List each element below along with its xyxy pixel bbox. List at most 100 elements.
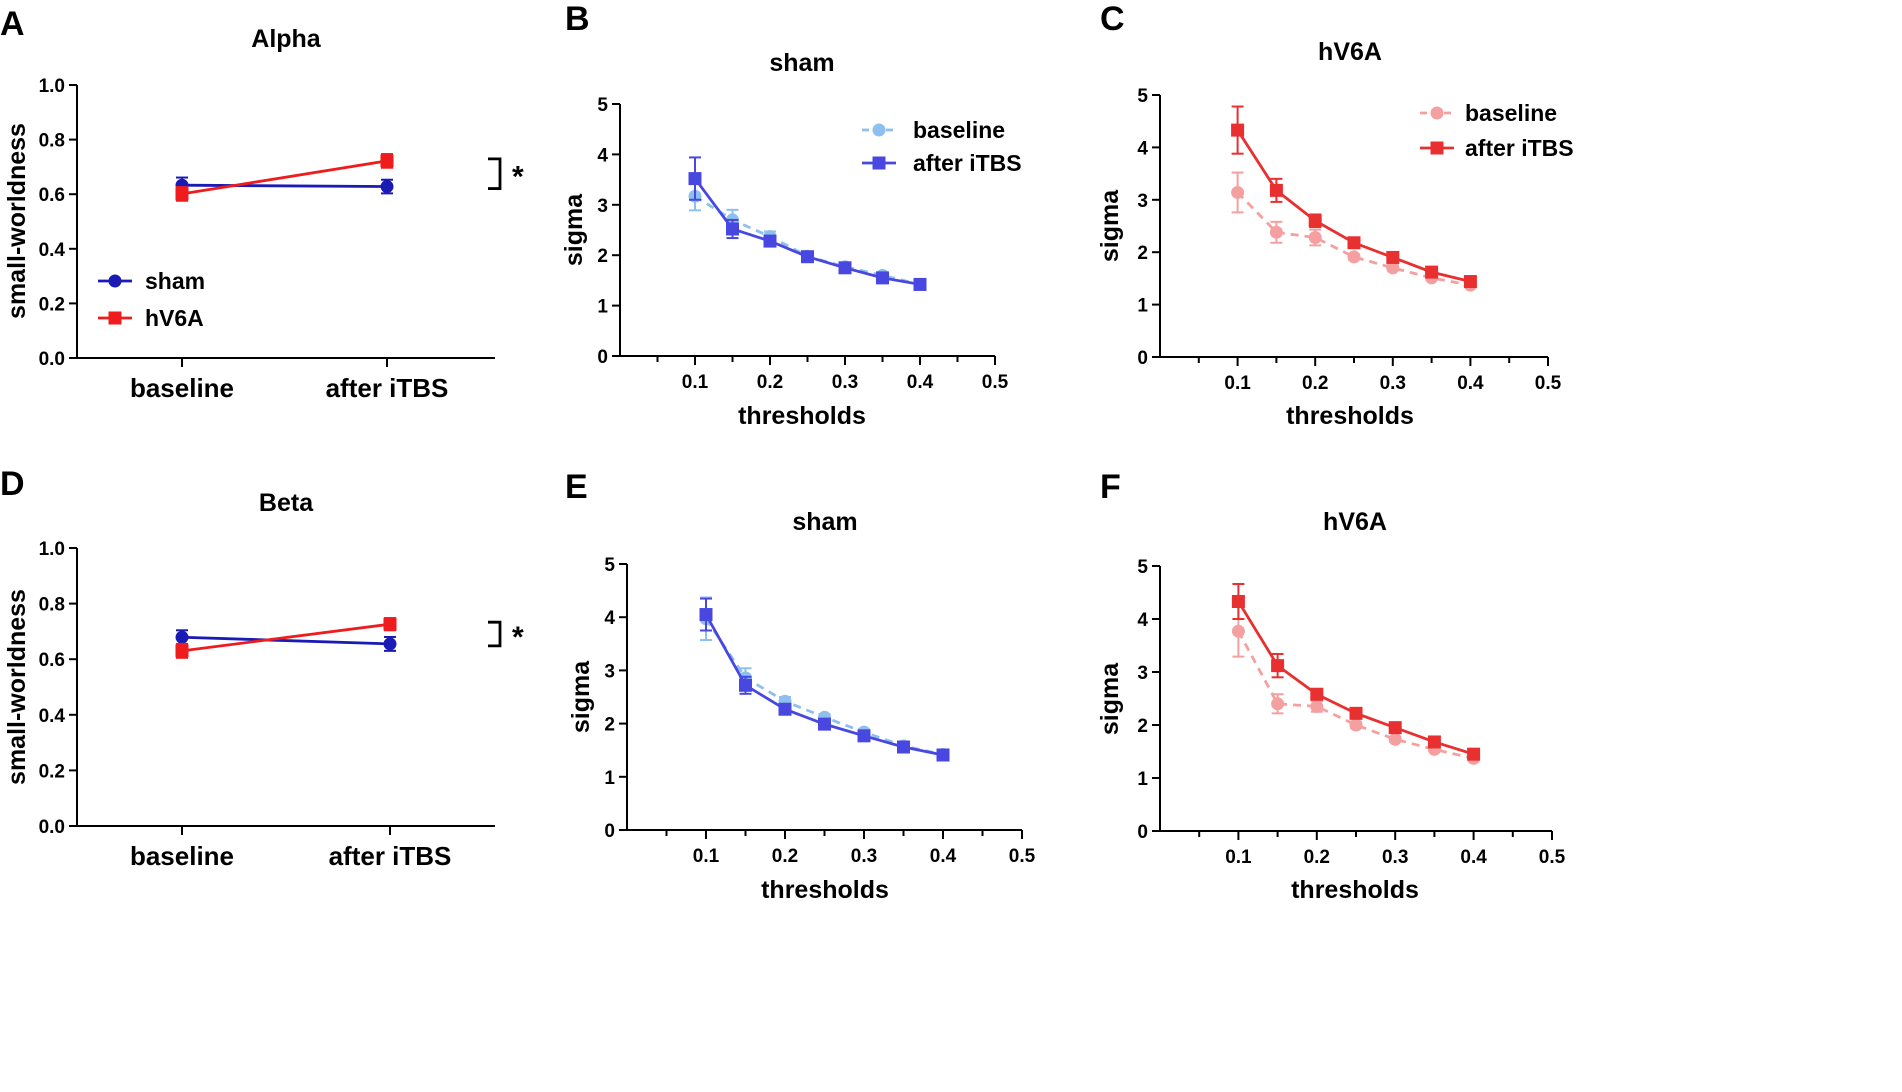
data-point xyxy=(1308,231,1322,245)
data-point xyxy=(1386,250,1400,264)
x-tick-label: after iTBS xyxy=(326,373,449,403)
y-tick-label: 1 xyxy=(597,297,608,318)
series-line xyxy=(181,635,391,646)
y-tick-label: 5 xyxy=(604,555,615,576)
data-point xyxy=(1269,183,1283,197)
legend-marker xyxy=(1430,141,1444,155)
y-tick-label: 2 xyxy=(1137,716,1148,737)
x-tick-label: 0.1 xyxy=(1224,373,1251,394)
x-tick-label: 0.5 xyxy=(1009,846,1036,867)
y-tick-label: 0.0 xyxy=(39,817,65,838)
series-sham xyxy=(175,629,397,652)
x-tick-label: baseline xyxy=(130,373,234,403)
data-point xyxy=(1425,265,1439,279)
data-point xyxy=(175,630,189,644)
data-point xyxy=(175,187,189,201)
y-tick-label: 4 xyxy=(597,145,608,166)
y-tick-label: 0.6 xyxy=(39,185,65,206)
x-tick-label: baseline xyxy=(130,841,234,871)
significance-star: * xyxy=(512,621,524,654)
y-tick-label: 0.8 xyxy=(39,595,65,616)
x-tick-label: after iTBS xyxy=(329,841,452,871)
x-tick-label: 0.1 xyxy=(693,846,720,867)
data-point xyxy=(1231,595,1245,609)
data-point xyxy=(1269,225,1283,239)
legend: baseline after iTBS xyxy=(862,117,1022,176)
y-tick-label: 1.0 xyxy=(39,76,65,97)
data-point xyxy=(1388,721,1402,735)
legend-marker xyxy=(1430,106,1444,120)
series-baseline xyxy=(1231,604,1481,765)
data-point xyxy=(1308,214,1322,228)
y-tick-label: 0.0 xyxy=(39,349,65,370)
x-tick-label: 0.3 xyxy=(1380,373,1406,394)
legend-label: sham xyxy=(145,268,205,294)
series-hv6a xyxy=(175,153,394,202)
legend-label: hV6A xyxy=(145,305,204,331)
data-point xyxy=(818,717,831,731)
significance-bracket xyxy=(488,620,502,648)
x-tick-label: 0.3 xyxy=(1382,847,1408,868)
x-tick-label: 0.4 xyxy=(930,846,957,867)
x-tick-label: 0.2 xyxy=(1302,373,1328,394)
x-tick-label: 0.1 xyxy=(1225,847,1252,868)
y-tick-label: 0.8 xyxy=(39,131,65,152)
panel-letter: E xyxy=(565,468,588,506)
data-point xyxy=(1349,706,1363,720)
significance-star: * xyxy=(512,161,524,194)
data-point xyxy=(175,644,189,658)
legend-marker xyxy=(108,311,122,325)
x-tick-label: 0.5 xyxy=(982,372,1009,393)
series-after-itbs xyxy=(1231,105,1477,289)
data-point xyxy=(778,702,792,716)
y-tick-label: 4 xyxy=(1137,610,1148,631)
data-point xyxy=(1231,624,1245,638)
y-tick-label: 3 xyxy=(1137,191,1148,212)
x-tick-label: 0.5 xyxy=(1539,847,1566,868)
x-axis-label: thresholds xyxy=(738,402,866,430)
y-tick-label: 0.2 xyxy=(39,294,65,315)
series-after-itbs xyxy=(688,156,927,291)
chart-title: Alpha xyxy=(251,25,322,53)
series-line xyxy=(181,159,388,196)
data-point xyxy=(1349,718,1363,732)
panel-a: A Alpha 0.0 0.2 0.4 0.6 0.8 1.0 baseline after iT… xyxy=(0,5,524,403)
legend: baseline after iTBS xyxy=(1420,100,1574,161)
panel-d: D Beta 0.0 0.2 0.4 0.6 0.8 1.0 baseline after iTB… xyxy=(0,465,524,871)
data-point xyxy=(699,608,713,622)
data-point xyxy=(838,261,852,275)
y-tick-label: 1 xyxy=(1137,769,1148,790)
legend-label: baseline xyxy=(913,117,1005,143)
panel-letter: D xyxy=(0,465,25,503)
legend-marker xyxy=(872,123,886,137)
y-tick-label: 0.4 xyxy=(39,240,66,261)
data-point xyxy=(1386,261,1400,275)
data-point xyxy=(1271,697,1285,711)
y-tick-label: 0 xyxy=(1137,822,1148,843)
series-baseline xyxy=(699,596,950,761)
x-tick-label: 0.2 xyxy=(757,372,783,393)
x-axis-label: thresholds xyxy=(1291,876,1419,904)
panel-letter: A xyxy=(0,5,25,43)
data-point xyxy=(936,748,950,762)
series-line xyxy=(181,183,388,188)
legend-marker xyxy=(872,156,886,170)
y-axis-label: small-worldness xyxy=(3,123,31,319)
y-tick-label: 0 xyxy=(604,821,615,842)
x-tick-label: 0.4 xyxy=(1457,373,1484,394)
data-point xyxy=(897,740,910,754)
y-axis-label: sigma xyxy=(1096,662,1124,735)
data-point xyxy=(1388,732,1402,746)
y-tick-label: 0 xyxy=(1137,348,1148,369)
y-tick-label: 2 xyxy=(597,246,608,267)
y-axis-label: sigma xyxy=(1096,189,1124,262)
data-point xyxy=(688,172,702,186)
x-axis-label: thresholds xyxy=(761,876,889,904)
significance-bracket xyxy=(488,157,502,190)
data-point xyxy=(801,250,814,264)
chart-title: sham xyxy=(769,49,834,77)
data-point xyxy=(1271,659,1285,673)
y-tick-label: 3 xyxy=(597,196,608,217)
